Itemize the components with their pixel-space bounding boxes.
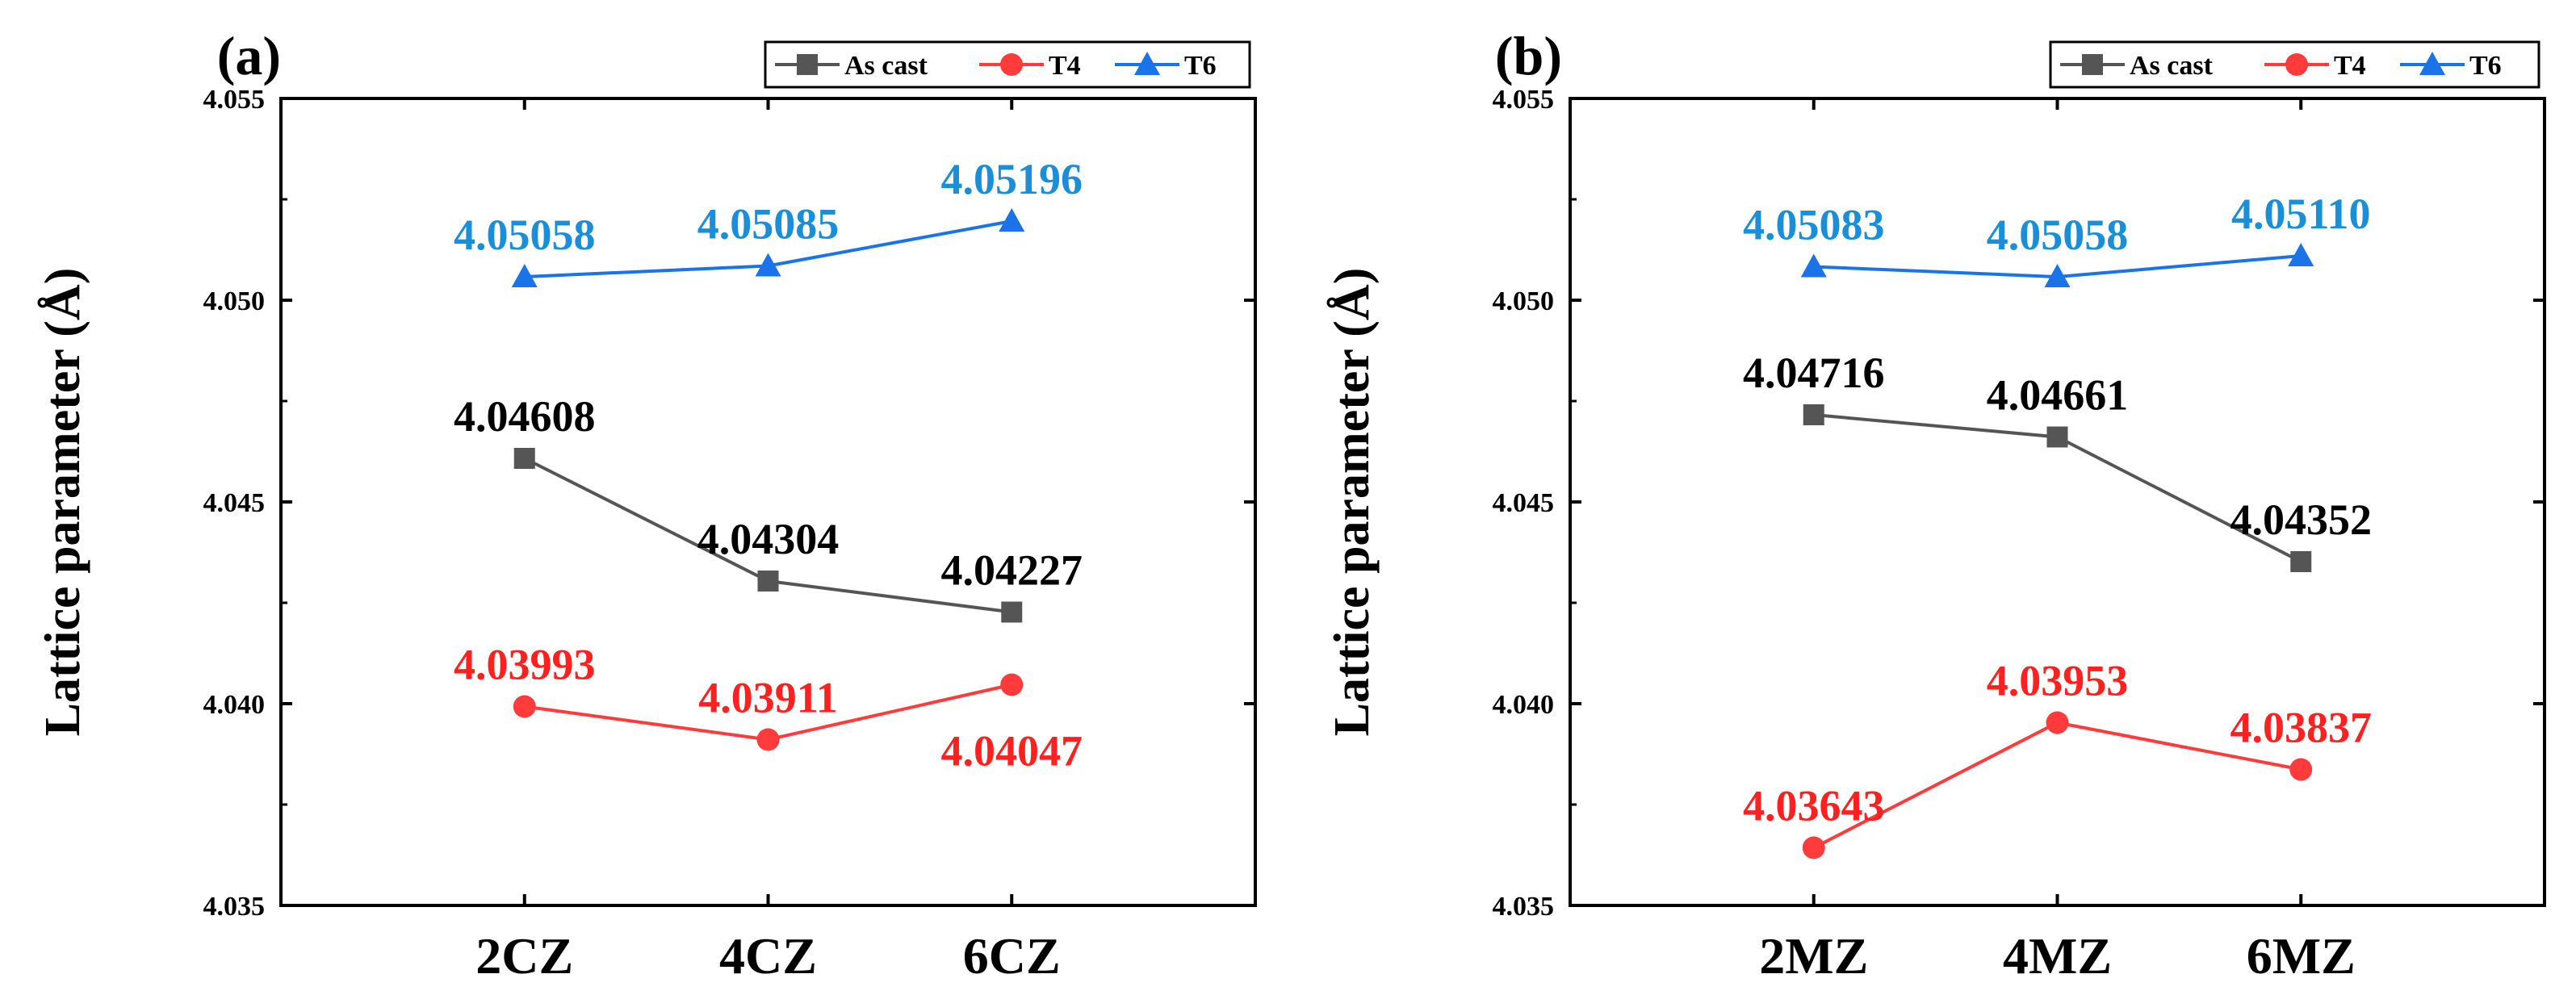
legend: As cast T4 T6 [2049, 40, 2540, 89]
panel-label: (b) [1495, 25, 1562, 86]
series-line-t4 [1812, 721, 2302, 850]
legend-entry: T4 [2334, 51, 2366, 81]
y-tick-label: 4.035 [203, 892, 266, 922]
y-tick-label: 4.040 [203, 690, 266, 720]
data-point [1802, 836, 1825, 859]
legend-entry: T6 [2469, 51, 2502, 81]
legend: As cast T4 T6 [764, 40, 1251, 89]
data-label: 4.03837 [2230, 704, 2373, 752]
chart-panel-b: 4.035 4.040 4.045 4.050 4.055 2MZ 4MZ 6MZ Lattic… [1325, 25, 2546, 985]
legend-entry: As cast [844, 51, 928, 81]
x-category-label: 6MZ [2247, 927, 2356, 985]
data-point [2046, 426, 2068, 448]
data-point [1803, 404, 1824, 425]
legend-marker [2285, 53, 2308, 76]
chart-panel-a: 4.035 4.040 4.045 4.050 4.055 2CZ 4CZ 6CZ Lattic… [36, 25, 1257, 985]
data-point [1800, 253, 1827, 278]
data-label: 4.03911 [698, 674, 838, 722]
data-label: 4.03643 [1743, 782, 1885, 830]
data-label: 4.05058 [454, 211, 596, 259]
data-point [2044, 264, 2071, 287]
y-tick-label: 4.050 [203, 286, 266, 316]
x-category-label: 4MZ [2003, 927, 2112, 985]
y-tick-label: 4.045 [203, 488, 266, 518]
data-point [511, 264, 538, 287]
data-point [756, 728, 780, 751]
data-label: 4.04352 [2230, 495, 2373, 544]
data-label: 4.05196 [941, 155, 1083, 203]
data-point [2290, 551, 2312, 572]
legend-entry: T4 [1049, 51, 1081, 81]
data-point [1001, 601, 1023, 623]
data-point [513, 695, 536, 718]
data-label: 4.05110 [2231, 190, 2371, 238]
data-label: 4.04304 [697, 515, 840, 563]
x-category-label: 2CZ [475, 927, 573, 985]
data-label: 4.04716 [1743, 349, 1885, 397]
data-label: 4.04047 [941, 727, 1083, 776]
legend-marker [1000, 53, 1023, 76]
data-label: 4.04227 [941, 546, 1083, 595]
data-label: 4.05083 [1743, 201, 1885, 249]
x-category-label: 6CZ [963, 927, 1061, 985]
y-tick-label: 4.050 [1493, 286, 1555, 316]
y-axis-title: Lattice parameter (Å) [1325, 268, 1380, 737]
data-point [755, 253, 781, 277]
legend-marker [797, 54, 818, 75]
data-label: 4.04608 [454, 392, 596, 441]
y-tick-label: 4.035 [1493, 892, 1555, 922]
panel-label: (a) [217, 25, 281, 86]
data-point [1000, 673, 1024, 696]
data-label: 4.04661 [1987, 371, 2129, 420]
data-label: 4.03953 [1987, 657, 2129, 705]
data-point [757, 571, 779, 592]
y-axis-title: Lattice parameter (Å) [36, 268, 90, 737]
legend-entry: As cast [2130, 51, 2214, 81]
y-tick-label: 4.055 [203, 85, 266, 115]
data-point [2289, 758, 2313, 781]
data-point [2046, 711, 2069, 734]
data-point [999, 208, 1025, 232]
x-category-label: 2MZ [1759, 927, 1868, 985]
data-label: 4.05085 [697, 200, 840, 249]
data-point [2288, 243, 2314, 266]
y-tick-label: 4.045 [1493, 488, 1555, 518]
legend-marker [2419, 52, 2445, 75]
legend-marker [1134, 52, 1160, 75]
data-point [513, 448, 535, 469]
legend-marker [2082, 54, 2103, 75]
x-category-label: 4CZ [719, 927, 817, 985]
y-tick-label: 4.055 [1493, 85, 1555, 115]
legend-entry: T6 [1184, 51, 1217, 81]
y-tick-label: 4.040 [1493, 690, 1555, 720]
data-label: 4.05058 [1987, 211, 2129, 259]
data-label: 4.03993 [454, 641, 596, 689]
